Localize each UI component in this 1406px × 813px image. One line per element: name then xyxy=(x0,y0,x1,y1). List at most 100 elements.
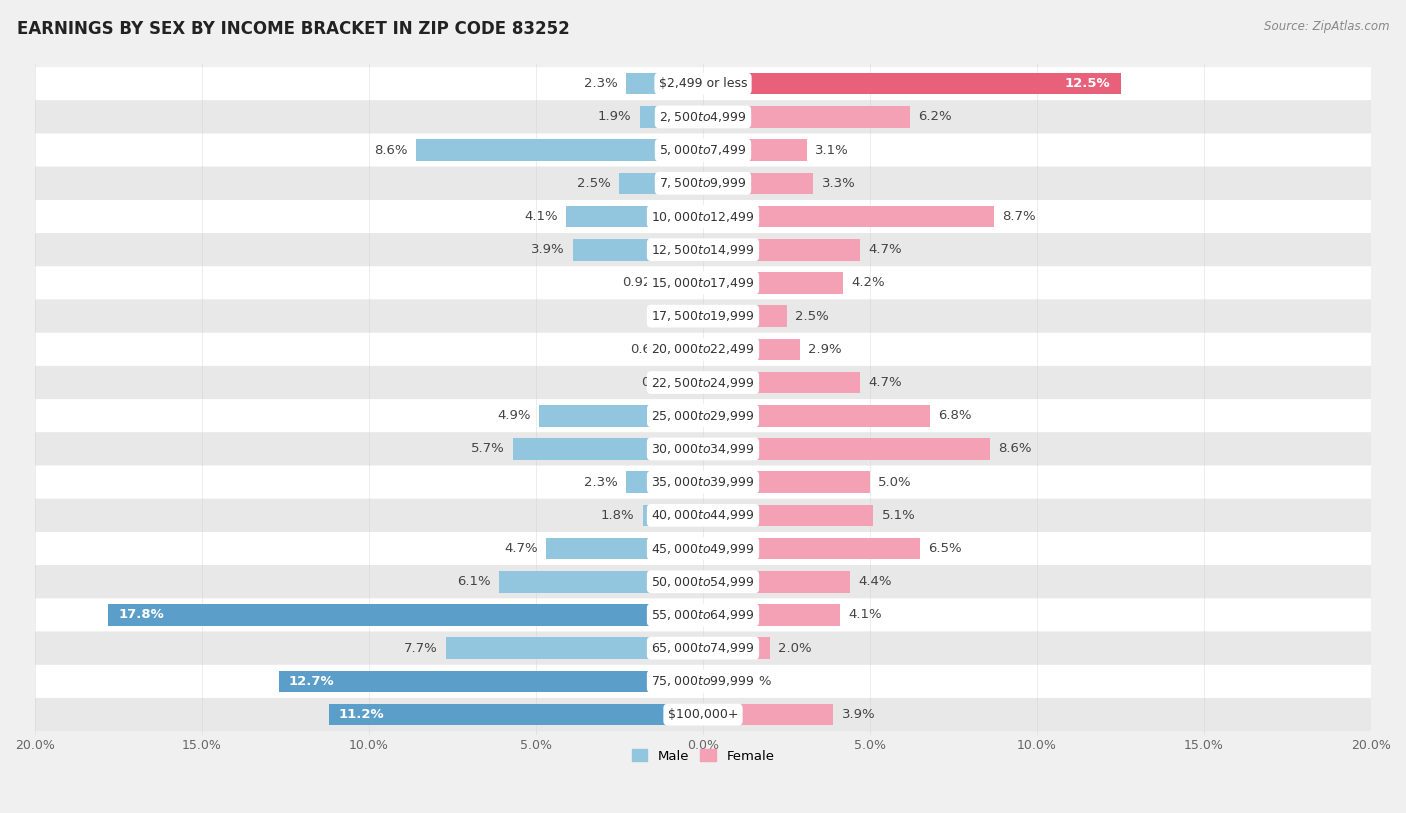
FancyBboxPatch shape xyxy=(35,532,1371,565)
Text: 17.8%: 17.8% xyxy=(118,608,165,621)
FancyBboxPatch shape xyxy=(35,100,1371,133)
Bar xyxy=(672,272,703,293)
FancyBboxPatch shape xyxy=(35,598,1371,632)
Text: $12,500 to $14,999: $12,500 to $14,999 xyxy=(651,243,755,257)
Bar xyxy=(446,637,703,659)
FancyBboxPatch shape xyxy=(35,333,1371,366)
FancyBboxPatch shape xyxy=(35,466,1371,498)
Text: EARNINGS BY SEX BY INCOME BRACKET IN ZIP CODE 83252: EARNINGS BY SEX BY INCOME BRACKET IN ZIP… xyxy=(17,20,569,38)
Text: 6.8%: 6.8% xyxy=(938,409,972,422)
Bar xyxy=(108,604,703,626)
Bar xyxy=(546,537,703,559)
Text: $75,000 to $99,999: $75,000 to $99,999 xyxy=(651,675,755,689)
Legend: Male, Female: Male, Female xyxy=(626,744,780,768)
Bar xyxy=(703,405,931,427)
Text: 4.4%: 4.4% xyxy=(858,576,891,589)
Text: 6.2%: 6.2% xyxy=(918,111,952,124)
Bar xyxy=(703,438,990,459)
Text: 2.3%: 2.3% xyxy=(583,77,617,90)
Text: $17,500 to $19,999: $17,500 to $19,999 xyxy=(651,309,755,323)
Text: $55,000 to $64,999: $55,000 to $64,999 xyxy=(651,608,755,622)
Text: $100,000+: $100,000+ xyxy=(668,708,738,721)
Bar xyxy=(703,537,920,559)
FancyBboxPatch shape xyxy=(35,167,1371,200)
Bar xyxy=(692,372,703,393)
FancyBboxPatch shape xyxy=(35,565,1371,598)
FancyBboxPatch shape xyxy=(35,498,1371,532)
Text: 4.7%: 4.7% xyxy=(869,243,903,256)
FancyBboxPatch shape xyxy=(35,200,1371,233)
Text: $35,000 to $39,999: $35,000 to $39,999 xyxy=(651,475,755,489)
Text: $25,000 to $29,999: $25,000 to $29,999 xyxy=(651,409,755,423)
Bar xyxy=(703,139,807,161)
Text: Source: ZipAtlas.com: Source: ZipAtlas.com xyxy=(1264,20,1389,33)
FancyBboxPatch shape xyxy=(35,399,1371,433)
Text: 2.5%: 2.5% xyxy=(578,176,612,189)
Text: $65,000 to $74,999: $65,000 to $74,999 xyxy=(651,641,755,655)
FancyBboxPatch shape xyxy=(35,366,1371,399)
Text: 8.6%: 8.6% xyxy=(374,144,408,157)
Text: 2.9%: 2.9% xyxy=(808,343,842,356)
Text: 2.3%: 2.3% xyxy=(583,476,617,489)
Text: $45,000 to $49,999: $45,000 to $49,999 xyxy=(651,541,755,555)
Text: $2,500 to $4,999: $2,500 to $4,999 xyxy=(659,110,747,124)
Text: 1.8%: 1.8% xyxy=(600,509,634,522)
Text: $2,499 or less: $2,499 or less xyxy=(659,77,747,90)
Bar xyxy=(703,73,1121,94)
FancyBboxPatch shape xyxy=(35,299,1371,333)
Text: 4.7%: 4.7% xyxy=(869,376,903,389)
FancyBboxPatch shape xyxy=(35,433,1371,466)
Bar xyxy=(567,206,703,228)
Bar xyxy=(703,505,873,526)
Bar xyxy=(703,239,860,260)
Bar xyxy=(626,73,703,94)
Text: 12.5%: 12.5% xyxy=(1064,77,1111,90)
Text: 6.1%: 6.1% xyxy=(457,576,491,589)
Bar xyxy=(626,472,703,493)
Text: 5.7%: 5.7% xyxy=(471,442,505,455)
FancyBboxPatch shape xyxy=(35,133,1371,167)
Text: $20,000 to $22,499: $20,000 to $22,499 xyxy=(651,342,755,356)
Text: 6.5%: 6.5% xyxy=(928,542,962,555)
Text: 3.1%: 3.1% xyxy=(815,144,849,157)
Bar xyxy=(513,438,703,459)
Text: $10,000 to $12,499: $10,000 to $12,499 xyxy=(651,210,755,224)
Text: 3.9%: 3.9% xyxy=(842,708,876,721)
Text: 0.33%: 0.33% xyxy=(641,376,683,389)
Text: 4.9%: 4.9% xyxy=(498,409,531,422)
Text: $7,500 to $9,999: $7,500 to $9,999 xyxy=(659,176,747,190)
Text: 4.1%: 4.1% xyxy=(524,210,558,223)
Text: 0.0%: 0.0% xyxy=(661,310,695,323)
Text: 0.8%: 0.8% xyxy=(738,675,772,688)
Bar xyxy=(499,571,703,593)
Bar xyxy=(703,604,839,626)
Bar xyxy=(278,671,703,692)
Bar xyxy=(703,107,910,128)
Bar xyxy=(643,505,703,526)
Bar xyxy=(416,139,703,161)
Text: 4.2%: 4.2% xyxy=(852,276,886,289)
Text: 1.9%: 1.9% xyxy=(598,111,631,124)
Bar xyxy=(703,306,786,327)
Text: 12.7%: 12.7% xyxy=(288,675,335,688)
Text: 4.7%: 4.7% xyxy=(503,542,537,555)
Bar xyxy=(703,338,800,360)
Text: $15,000 to $17,499: $15,000 to $17,499 xyxy=(651,276,755,290)
Text: 7.7%: 7.7% xyxy=(404,641,437,654)
Text: $5,000 to $7,499: $5,000 to $7,499 xyxy=(659,143,747,157)
Text: 3.9%: 3.9% xyxy=(530,243,564,256)
Text: 11.2%: 11.2% xyxy=(339,708,384,721)
FancyBboxPatch shape xyxy=(35,233,1371,267)
Bar xyxy=(703,704,834,725)
Bar xyxy=(703,272,844,293)
Text: 8.7%: 8.7% xyxy=(1002,210,1036,223)
Bar xyxy=(703,172,813,194)
Text: 5.1%: 5.1% xyxy=(882,509,915,522)
Text: 2.0%: 2.0% xyxy=(778,641,811,654)
Bar xyxy=(640,107,703,128)
FancyBboxPatch shape xyxy=(35,67,1371,100)
Bar xyxy=(572,239,703,260)
Text: $50,000 to $54,999: $50,000 to $54,999 xyxy=(651,575,755,589)
Text: 0.92%: 0.92% xyxy=(621,276,664,289)
Text: 3.3%: 3.3% xyxy=(821,176,855,189)
